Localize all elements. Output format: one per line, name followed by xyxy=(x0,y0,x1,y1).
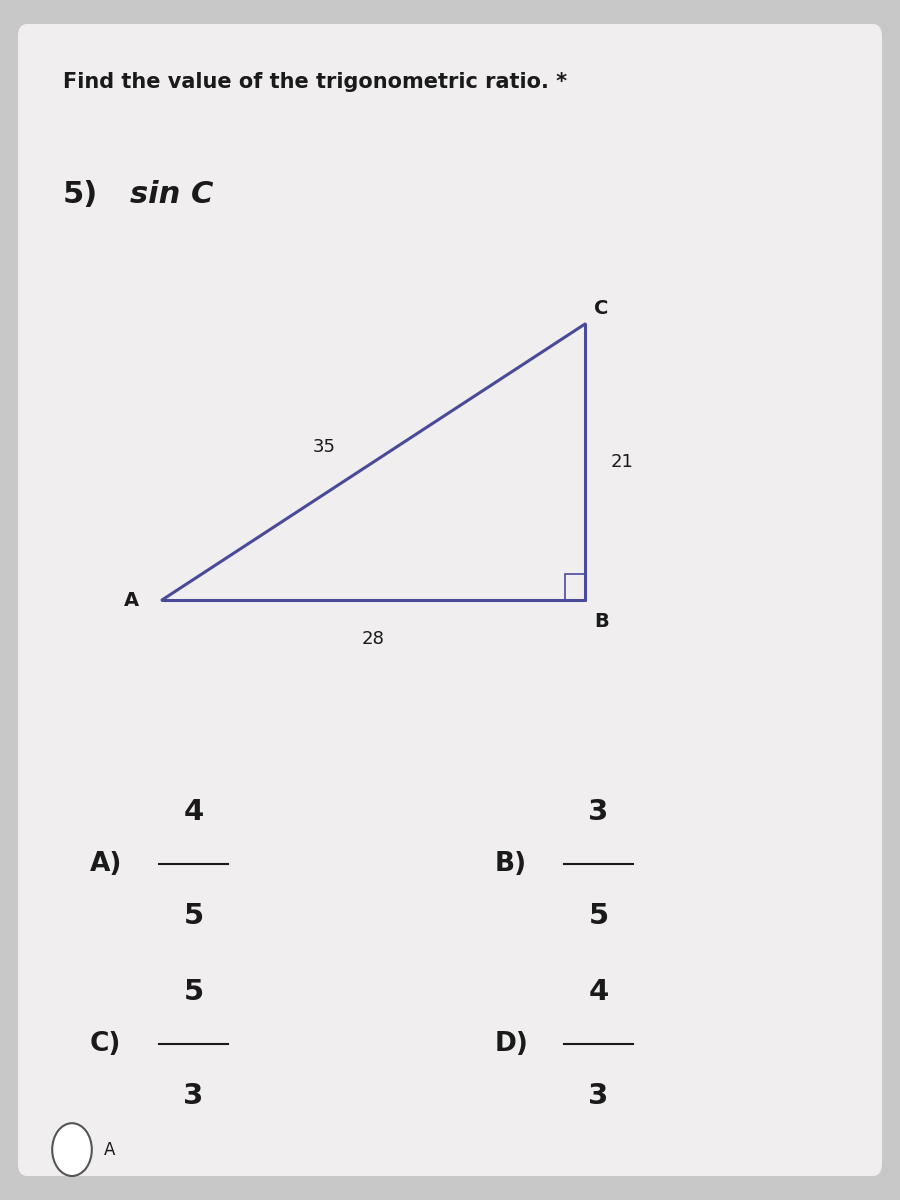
Text: 3: 3 xyxy=(589,798,608,826)
Text: C: C xyxy=(594,299,608,318)
FancyBboxPatch shape xyxy=(18,24,882,1176)
Text: 28: 28 xyxy=(362,630,385,648)
Text: 4: 4 xyxy=(184,798,203,826)
Bar xyxy=(565,574,585,600)
Text: C): C) xyxy=(90,1031,122,1057)
Text: 5: 5 xyxy=(589,902,608,930)
Text: B): B) xyxy=(495,851,527,877)
Text: 5): 5) xyxy=(63,180,98,209)
Text: 5: 5 xyxy=(184,902,203,930)
Text: D): D) xyxy=(495,1031,529,1057)
Text: B: B xyxy=(594,612,608,631)
Text: sin C: sin C xyxy=(130,180,214,209)
Text: 5: 5 xyxy=(184,978,203,1006)
Text: 35: 35 xyxy=(312,438,336,456)
Text: A: A xyxy=(124,590,140,610)
Text: 3: 3 xyxy=(184,1082,203,1110)
Text: A: A xyxy=(104,1140,115,1159)
Text: 3: 3 xyxy=(589,1082,608,1110)
Text: Find the value of the trigonometric ratio. *: Find the value of the trigonometric rati… xyxy=(63,72,567,92)
Circle shape xyxy=(52,1123,92,1176)
Text: A): A) xyxy=(90,851,122,877)
Text: 4: 4 xyxy=(589,978,608,1006)
Text: 21: 21 xyxy=(610,452,633,470)
